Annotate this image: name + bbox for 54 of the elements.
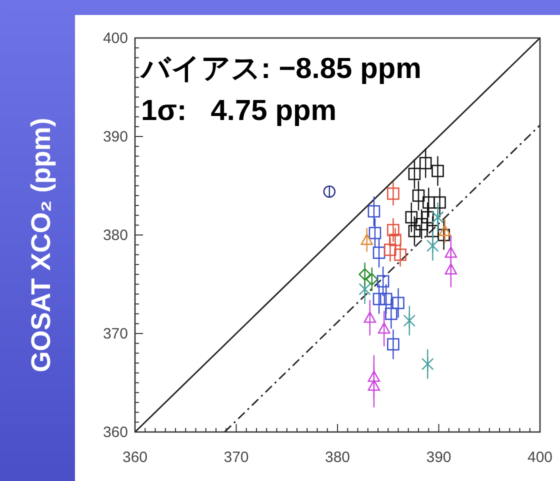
point xyxy=(366,273,378,286)
point xyxy=(368,370,380,382)
point xyxy=(389,234,402,246)
point xyxy=(387,224,400,236)
point xyxy=(376,275,390,288)
point xyxy=(444,263,458,275)
point xyxy=(421,356,434,372)
point xyxy=(405,211,418,224)
y-axis-title: GOSAT XCO₂ (ppm) xyxy=(26,118,56,372)
point xyxy=(444,246,458,258)
point xyxy=(422,196,435,209)
point xyxy=(415,218,428,230)
point xyxy=(358,281,371,297)
point xyxy=(421,211,434,224)
point xyxy=(432,164,444,178)
y-tick-label: 390 xyxy=(102,128,128,146)
x-tick-label: 370 xyxy=(224,449,249,466)
point xyxy=(323,186,336,198)
point xyxy=(412,189,425,202)
point xyxy=(368,205,380,218)
point xyxy=(385,308,398,320)
point xyxy=(358,268,371,281)
x-tick-label: 400 xyxy=(527,449,553,466)
y-tick-label: 370 xyxy=(102,326,128,342)
point xyxy=(392,296,404,310)
point xyxy=(403,312,416,328)
point xyxy=(372,292,386,306)
point xyxy=(380,292,392,306)
point xyxy=(419,156,432,170)
point xyxy=(408,168,421,180)
point xyxy=(387,187,400,200)
point xyxy=(394,248,406,261)
point xyxy=(368,380,380,391)
point xyxy=(364,312,376,323)
x-tick-label: 360 xyxy=(122,449,148,466)
point xyxy=(378,322,390,334)
y-tick-label: 380 xyxy=(102,227,128,244)
x-tick-label: 380 xyxy=(324,449,350,466)
point xyxy=(432,209,444,226)
point xyxy=(434,196,446,209)
point xyxy=(408,224,421,238)
y-tick-label: 400 xyxy=(102,30,128,47)
annotation: バイアス: −8.85 ppm xyxy=(139,53,422,85)
point xyxy=(426,224,439,238)
y-tick-label: 360 xyxy=(102,424,128,441)
point xyxy=(438,228,450,242)
point xyxy=(360,234,374,245)
point xyxy=(387,338,400,350)
annotation: 1σ: 4.75 ppm xyxy=(141,95,337,127)
point xyxy=(426,238,439,254)
x-tick-label: 390 xyxy=(426,449,452,466)
point xyxy=(438,224,451,236)
point xyxy=(384,244,396,256)
point xyxy=(368,226,382,240)
